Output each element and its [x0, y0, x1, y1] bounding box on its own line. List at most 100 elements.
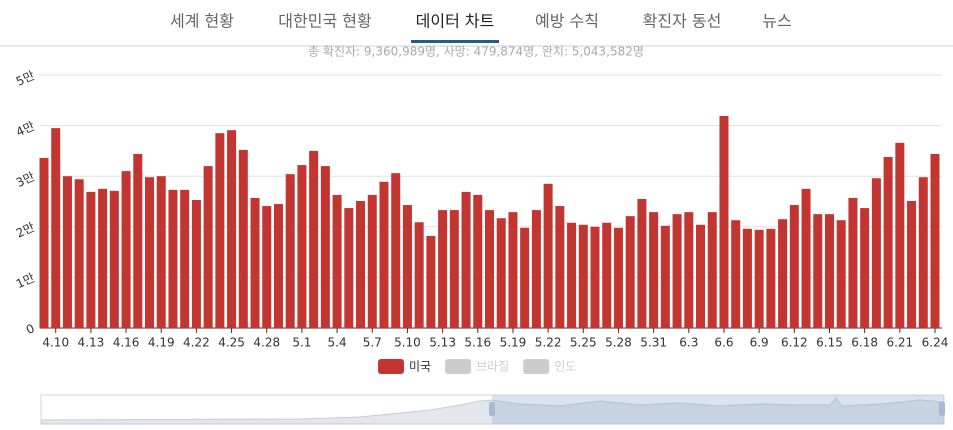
bar [414, 222, 424, 328]
bar [895, 142, 905, 328]
bar [766, 228, 776, 328]
bar [262, 206, 272, 328]
bar [918, 177, 928, 328]
bar [320, 166, 330, 328]
bar [543, 183, 553, 328]
bar [86, 191, 96, 328]
nav-tab[interactable]: 예방 수칙 [535, 12, 599, 31]
x-tick-label: 6.3 [679, 336, 698, 350]
bar [238, 149, 248, 328]
y-tick-label: 2만 [14, 220, 37, 241]
bar [778, 219, 788, 328]
x-tick-label: 5.1 [292, 336, 311, 350]
bar [555, 206, 565, 328]
x-tick-label: 5.28 [605, 336, 632, 350]
x-tick-label: 4.25 [218, 336, 245, 350]
bar [754, 229, 764, 328]
bar [367, 194, 377, 328]
y-tick-label: 4만 [14, 119, 37, 140]
x-tick-label: 5.25 [570, 336, 597, 350]
bar [449, 210, 459, 328]
x-tick-label: 4.16 [113, 336, 140, 350]
bar [684, 212, 694, 328]
bar [74, 179, 84, 328]
y-tick-label: 1만 [14, 271, 37, 292]
bar [649, 212, 659, 328]
bar [637, 198, 647, 328]
legend-label[interactable]: 브라질 [476, 360, 509, 374]
nav-tab[interactable]: 뉴스 [762, 12, 791, 31]
bar [438, 210, 448, 328]
bar [273, 204, 283, 328]
bar [121, 171, 131, 328]
x-tick-label: 5.22 [535, 336, 562, 350]
bar [39, 157, 49, 328]
bar [672, 214, 682, 328]
bar [813, 214, 823, 328]
nav-tab[interactable]: 대한민국 현황 [278, 12, 372, 31]
zoom-window[interactable] [492, 395, 944, 424]
bar [473, 194, 483, 328]
x-tick-label: 4.13 [78, 336, 105, 350]
bar [930, 153, 940, 328]
bar [426, 235, 436, 328]
nav-tab[interactable]: 데이터 차트 [416, 12, 495, 31]
bar [133, 153, 143, 328]
bar [215, 133, 225, 328]
data-zoom[interactable] [40, 394, 945, 425]
x-tick-label: 5.10 [394, 336, 421, 350]
bar [731, 220, 741, 328]
legend-swatch[interactable] [523, 359, 550, 374]
bar [402, 205, 412, 328]
x-tick-label: 5.19 [500, 336, 527, 350]
bar [250, 197, 260, 328]
bar [168, 189, 178, 328]
bar [508, 212, 518, 328]
x-tick-label: 5.16 [464, 336, 491, 350]
y-tick-label: 3만 [14, 169, 37, 190]
x-tick-label: 4.28 [253, 336, 280, 350]
bar [824, 214, 834, 328]
legend-label[interactable]: 인도 [554, 360, 576, 374]
bar [520, 227, 530, 328]
bar [707, 212, 717, 328]
zoom-handle[interactable] [939, 402, 945, 416]
bar [51, 128, 61, 328]
bar [871, 178, 881, 328]
x-tick-label: 6.6 [714, 336, 733, 350]
legend-swatch[interactable] [445, 359, 472, 374]
bar [180, 189, 190, 328]
bar [860, 208, 870, 328]
x-tick-label: 4.22 [183, 336, 210, 350]
bar [496, 218, 506, 328]
active-tab-underline [411, 40, 499, 43]
legend-label[interactable]: 미국 [409, 360, 431, 374]
x-tick-label: 6.15 [816, 336, 843, 350]
nav-tab[interactable]: 세계 현황 [170, 12, 234, 31]
x-tick-label: 6.18 [851, 336, 878, 350]
bar [719, 115, 729, 329]
bar [285, 174, 295, 328]
bar [602, 222, 612, 328]
y-tick-label: 0 [24, 321, 37, 337]
zoom-handle[interactable] [489, 402, 495, 416]
bar [660, 225, 670, 328]
x-tick-label: 6.21 [886, 336, 913, 350]
bar [461, 191, 471, 328]
nav-tab[interactable]: 확진자 동선 [643, 12, 722, 31]
x-tick-label: 5.7 [363, 336, 382, 350]
bar [836, 220, 846, 328]
bar [696, 224, 706, 328]
legend-swatch[interactable] [378, 359, 404, 374]
bar [145, 177, 155, 328]
bar [391, 173, 401, 328]
bar [590, 226, 600, 328]
bar [625, 216, 635, 328]
x-tick-label: 5.13 [429, 336, 456, 350]
bar [907, 200, 917, 328]
bar [801, 188, 811, 328]
x-tick-label: 6.24 [922, 336, 949, 350]
bar [62, 176, 72, 328]
chart-subtitle: 총 확진자: 9,360,989명, 사망: 479,874명, 완치: 5,0… [308, 45, 644, 59]
